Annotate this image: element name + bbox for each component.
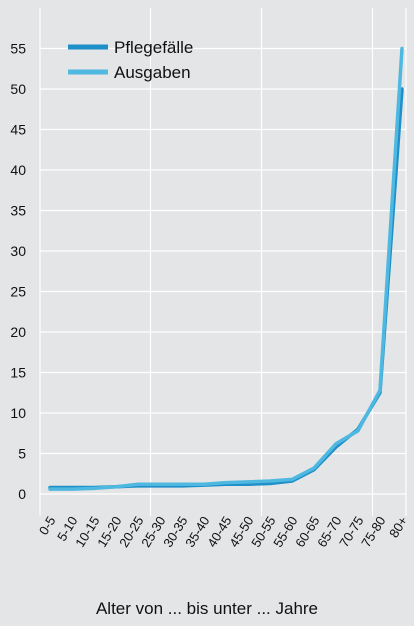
y-tick-label: 40 [10, 162, 26, 178]
legend-label: Ausgaben [114, 63, 191, 82]
y-tick-label: 15 [10, 365, 26, 381]
y-tick-label: 35 [10, 203, 26, 219]
y-tick-label: 25 [10, 284, 26, 300]
y-tick-label: 5 [18, 446, 26, 462]
y-tick-label: 50 [10, 81, 26, 97]
y-tick-label: 55 [10, 41, 26, 57]
plot-area [40, 8, 406, 516]
y-tick-label: 30 [10, 243, 26, 259]
series-line-ausgaben [48, 46, 404, 491]
y-tick-label: 20 [10, 324, 26, 340]
legend-label: Pflegefälle [114, 38, 193, 57]
x-tick-label: 80+ [386, 514, 410, 541]
y-tick-label: 0 [18, 486, 26, 502]
y-tick-label: 10 [10, 405, 26, 421]
x-axis-label: Alter von ... bis unter ... Jahre [96, 599, 318, 618]
x-tick-label: 75-80 [358, 514, 388, 550]
y-tick-label: 45 [10, 122, 26, 138]
